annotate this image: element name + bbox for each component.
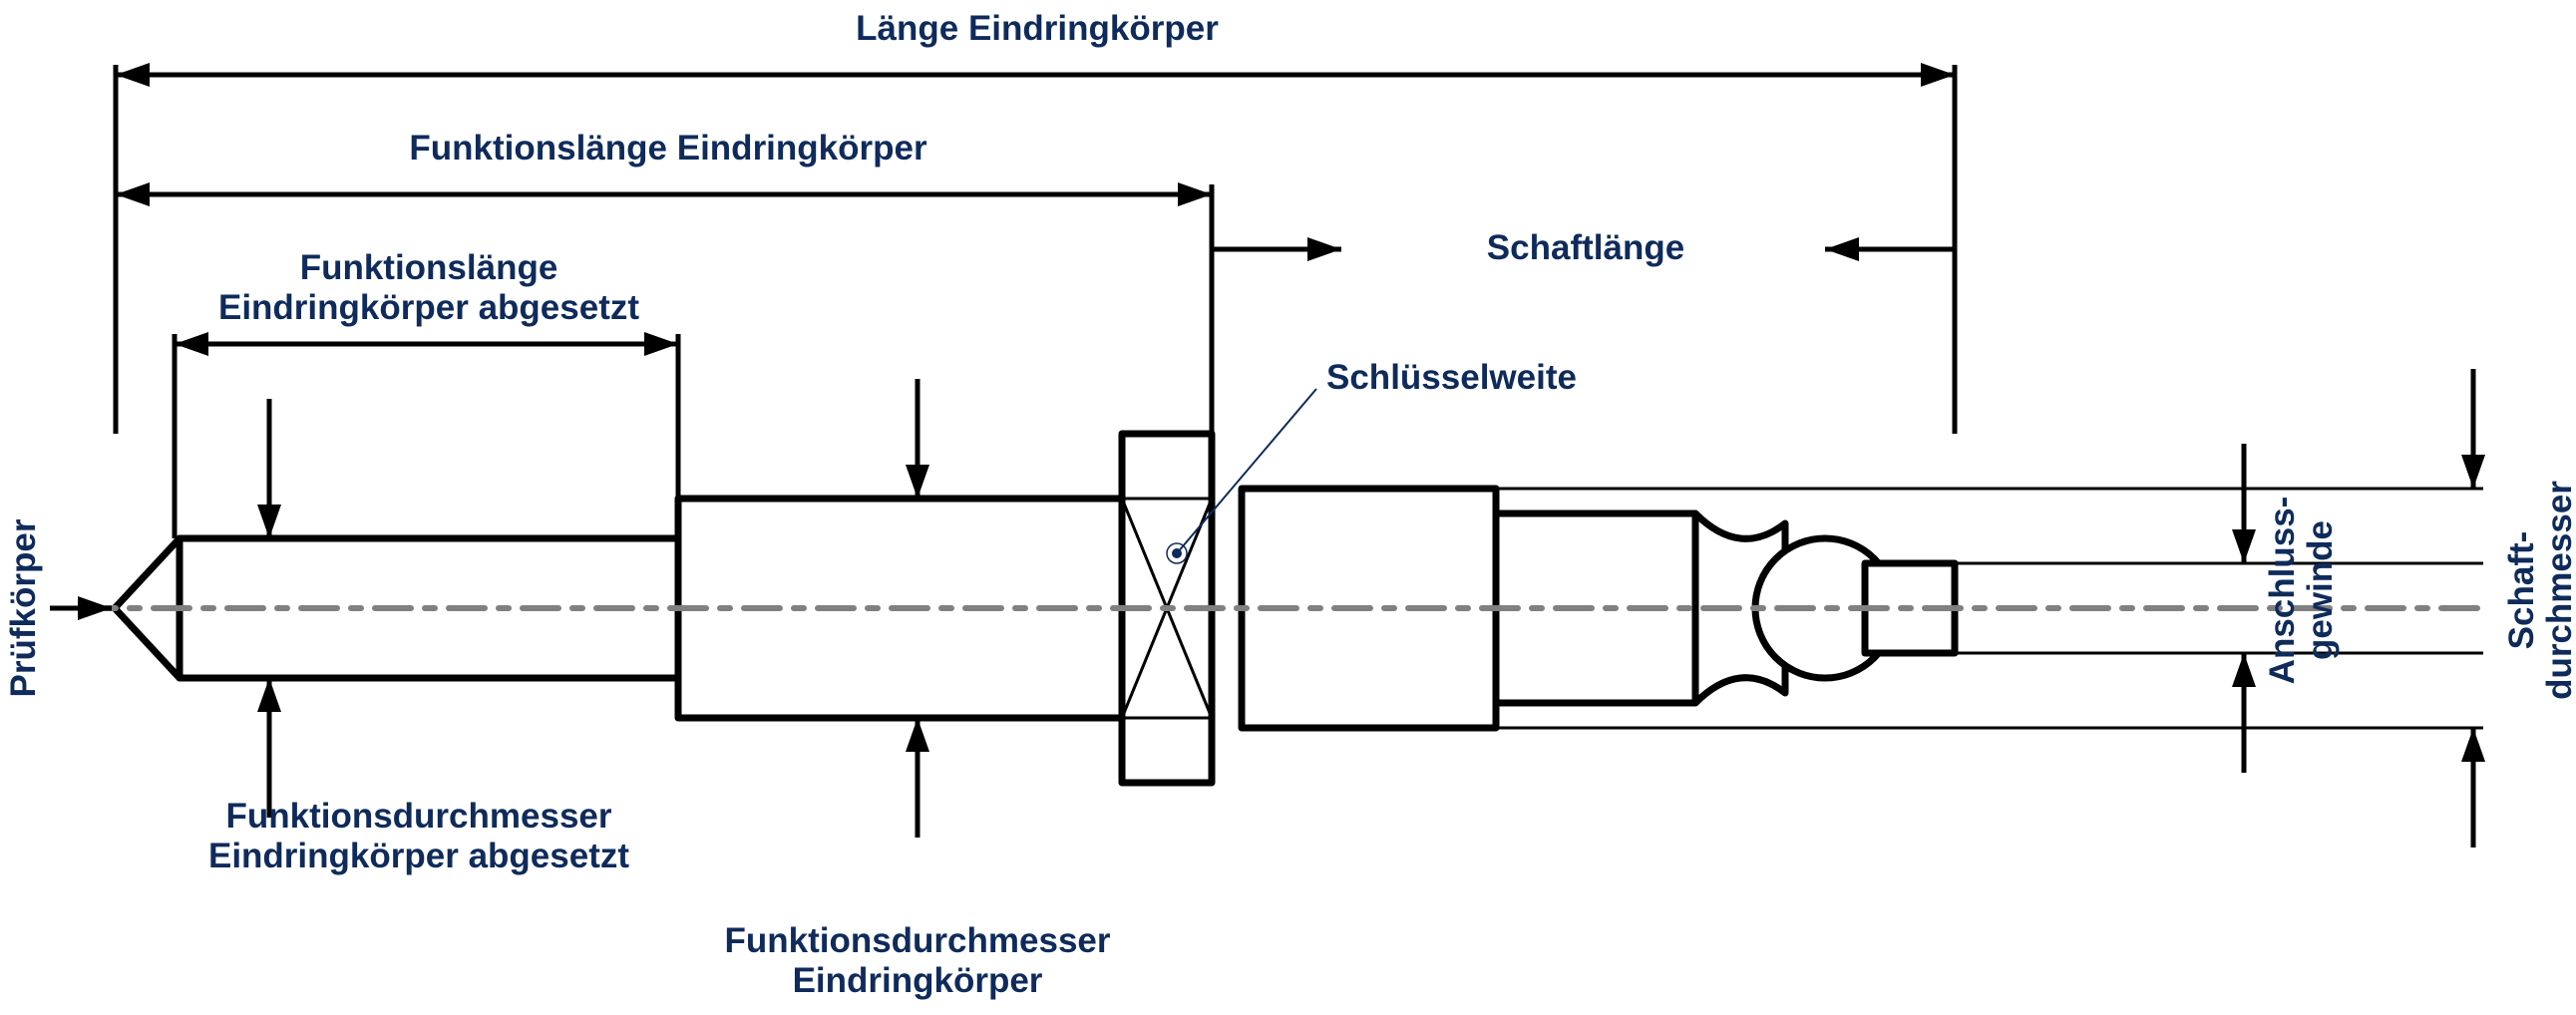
label-anschlussgewinde-2: gewinde xyxy=(2301,520,2340,660)
label-anschlussgewinde-1: Anschluss- xyxy=(2263,497,2302,685)
label-pruefkoerper: Prüfkörper xyxy=(4,518,43,697)
dim-funktionslaenge-abgesetzt xyxy=(175,332,678,538)
label-fd-eindringkoerper-1: Funktionsdurchmesser xyxy=(724,921,1110,960)
label-schaftlaenge: Schaftlänge xyxy=(1487,228,1684,267)
label-schluesselweite: Schlüsselweite xyxy=(1326,358,1577,397)
label-schaftdurchmesser-2: durchmesser xyxy=(2540,481,2576,700)
label-funktionslaenge-eindringkoerper: Funktionslänge Eindringkörper xyxy=(409,129,927,168)
label-funktionslaenge-abgesetzt-1: Funktionslänge xyxy=(300,248,558,287)
dim-pruefkoerper xyxy=(50,596,112,620)
label-fd-abgesetzt-2: Eindringkörper abgesetzt xyxy=(208,837,629,875)
label-schaftdurchmesser-1: Schaft- xyxy=(2502,531,2541,650)
label-funktionslaenge-abgesetzt-2: Eindringkörper abgesetzt xyxy=(218,288,639,327)
label-fd-eindringkoerper-2: Eindringkörper xyxy=(793,961,1043,1000)
label-laenge-eindringkoerper: Länge Eindringkörper xyxy=(856,9,1219,48)
label-fd-abgesetzt-1: Funktionsdurchmesser xyxy=(225,797,611,836)
